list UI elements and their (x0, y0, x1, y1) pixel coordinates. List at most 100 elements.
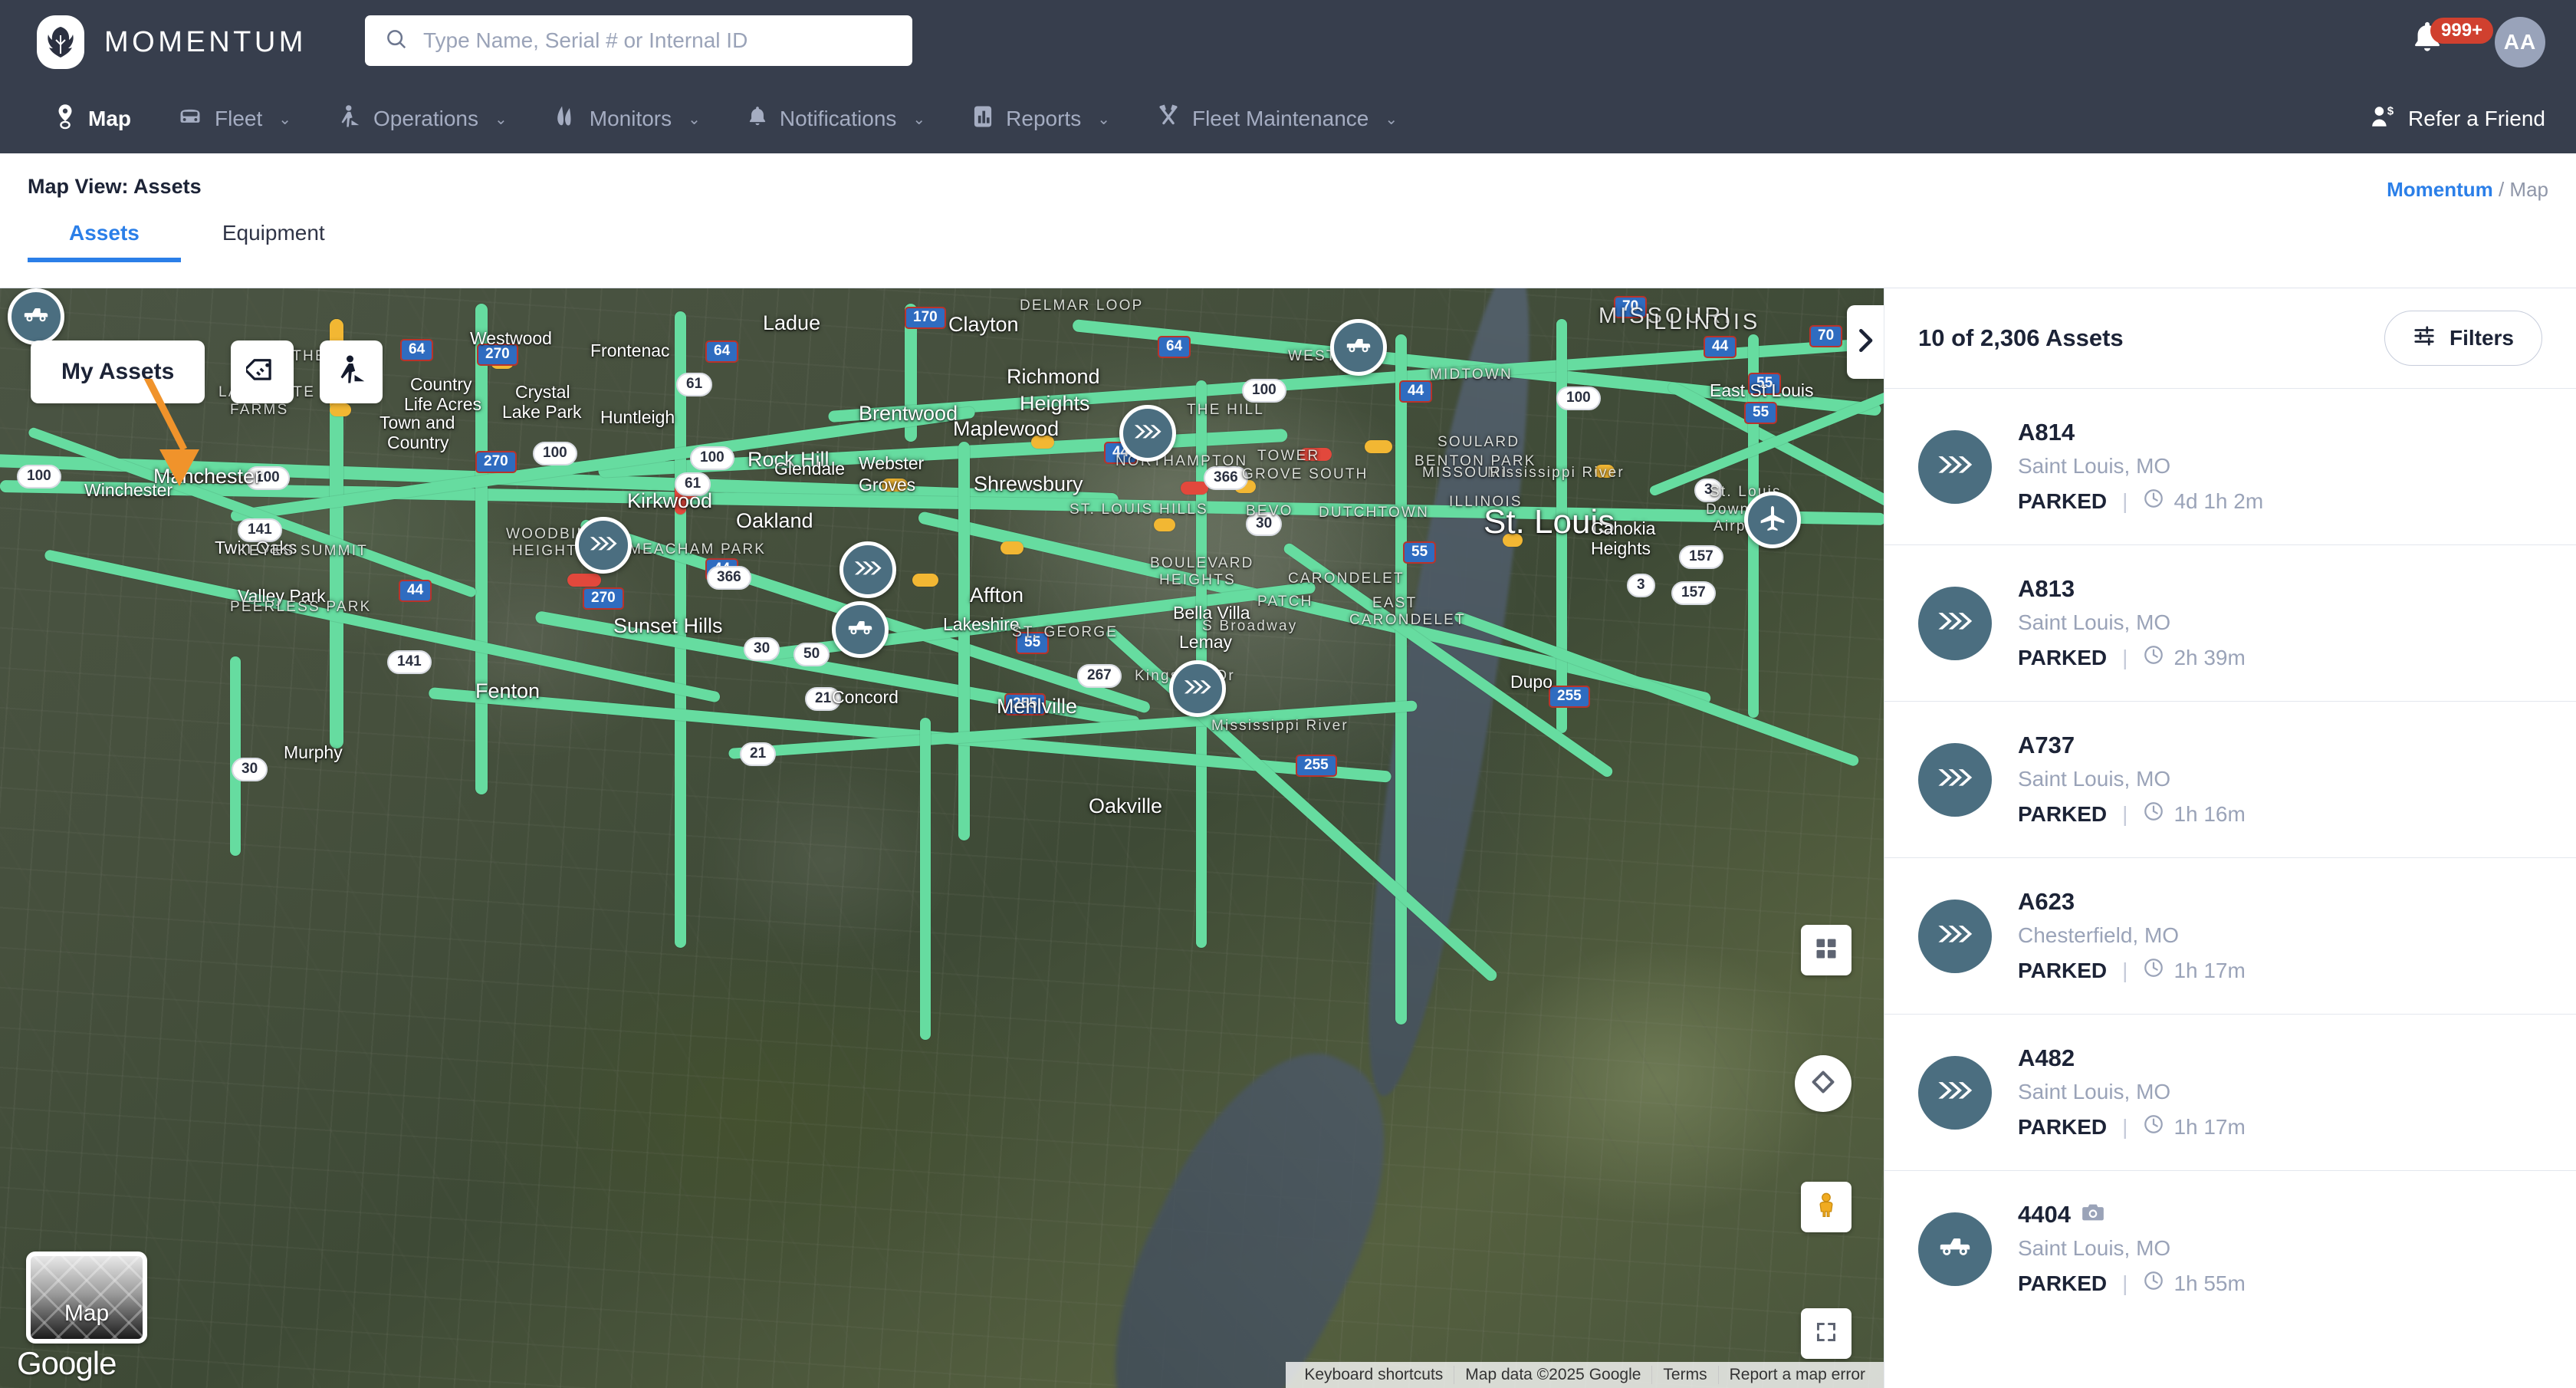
chevron-down-icon: ⌄ (912, 110, 926, 128)
nav-item-fleet[interactable]: Fleet ⌄ (154, 84, 314, 153)
traffic-congestion-segment (1001, 541, 1024, 554)
map-asset-marker[interactable] (1169, 660, 1226, 717)
map-asset-marker[interactable] (1744, 492, 1801, 548)
map-neighborhood-label: TOWER (1257, 448, 1320, 464)
status-badge: PARKED (2018, 488, 2108, 513)
status-badge: PARKED (2018, 1114, 2108, 1139)
clock-icon (2143, 1270, 2164, 1297)
asset-list-item[interactable]: A623 Chesterfield, MO PARKED | 1h 17m (1884, 857, 2576, 1014)
monitors-icon (554, 104, 578, 134)
map-place-label: Twin Oaks (215, 538, 297, 558)
map-layers-button[interactable] (1801, 925, 1852, 975)
nav-item-notifications[interactable]: Notifications ⌄ (724, 84, 948, 153)
momentum-bird-logo-icon (37, 15, 84, 69)
tag-button[interactable] (231, 340, 294, 403)
my-assets-button[interactable]: My Assets (31, 340, 205, 403)
search-input[interactable] (423, 28, 892, 53)
map-place-label: Richmond (1007, 365, 1100, 388)
map-place-label: Groves (859, 475, 916, 495)
route-shield: 270 (477, 344, 518, 366)
breadcrumb: Momentum / Map (2387, 178, 2548, 202)
map-neighborhood-label: DELMAR LOOP (1020, 298, 1144, 314)
traffic-congestion-segment (882, 479, 908, 492)
map-place-label: Maplewood (953, 417, 1060, 440)
triple-chevron-icon (1183, 678, 1212, 700)
asset-name: A482 (2018, 1044, 2075, 1071)
status-separator: | (2122, 645, 2128, 669)
triple-chevron-icon (1133, 423, 1162, 445)
asset-duration: 4d 1h 2m (2143, 488, 2263, 515)
status-badge: PARKED (2018, 1271, 2108, 1295)
breadcrumb-separator: / (2492, 178, 2510, 201)
nav-item-monitors[interactable]: Monitors ⌄ (531, 84, 724, 153)
avatar[interactable]: AA (2495, 17, 2545, 67)
road-worker-icon (335, 354, 367, 390)
map-asset-marker[interactable] (840, 541, 896, 598)
asset-list-item[interactable]: A814 Saint Louis, MO PARKED | 4d 1h 2m (1884, 388, 2576, 544)
map-place-label: Lakeshire (943, 614, 1020, 634)
brand-logo[interactable]: MOMENTUM (37, 15, 307, 69)
terms-link[interactable]: Terms (1651, 1366, 1717, 1384)
status-separator: | (2122, 488, 2128, 513)
clock-icon (2143, 1113, 2164, 1140)
map-place-label: Heights (1020, 392, 1090, 415)
pan-control[interactable] (1795, 1055, 1852, 1112)
filters-button[interactable]: Filters (2384, 311, 2542, 366)
tab-equipment[interactable]: Equipment (222, 221, 325, 245)
map-neighborhood-label: MIDTOWN (1430, 367, 1513, 383)
map-place-label: Cahokia (1591, 518, 1656, 538)
asset-duration: 1h 16m (2143, 801, 2246, 827)
asset-list-item[interactable]: A482 Saint Louis, MO PARKED | 1h 17m (1884, 1014, 2576, 1170)
keyboard-shortcuts-link[interactable]: Keyboard shortcuts (1304, 1366, 1444, 1383)
traffic-congestion-segment (1181, 482, 1208, 495)
map-neighborhood-label: ILLINOIS (1449, 494, 1523, 510)
asset-avatar (1918, 742, 1992, 817)
status-separator: | (2122, 801, 2128, 826)
map-neighborhood-label: Mississippi River (1211, 718, 1349, 734)
route-shield: 55 (1403, 541, 1437, 564)
asset-list-item[interactable]: 4404 Saint Louis, MO PARKED | 1h 55m (1884, 1170, 2576, 1327)
global-search[interactable] (365, 15, 912, 66)
map-asset-marker[interactable] (8, 288, 64, 345)
asset-status: PARKED | 1h 55m (2018, 1270, 2246, 1297)
traffic-congestion-segment (1154, 518, 1175, 531)
sidebar-collapse-button[interactable] (1847, 305, 1884, 379)
map-asset-marker[interactable] (1330, 319, 1387, 376)
nav-item-operations[interactable]: Operations ⌄ (314, 84, 531, 153)
fullscreen-button[interactable] (1801, 1308, 1852, 1359)
map-canvas[interactable]: 1707070642706464441416110044100555510010… (0, 288, 1884, 1388)
street-view-pegman[interactable] (1801, 1182, 1852, 1232)
asset-info: A623 Chesterfield, MO PARKED | 1h 17m (2018, 888, 2246, 984)
map-neighborhood-label: DUTCHTOWN (1319, 505, 1429, 521)
report-map-error-link[interactable]: Report a map error (1717, 1366, 1876, 1384)
map-asset-marker[interactable] (1119, 405, 1176, 462)
nav-label-reports: Reports (1006, 107, 1082, 130)
chevron-down-icon: ⌄ (688, 110, 701, 128)
nav-item-fleet-maintenance[interactable]: Fleet Maintenance ⌄ (1133, 84, 1421, 153)
nav-item-reports[interactable]: Reports ⌄ (948, 84, 1133, 153)
user-dollar-icon: $ (2370, 104, 2396, 133)
asset-list-item[interactable]: A813 Saint Louis, MO PARKED | 2h 39m (1884, 544, 2576, 701)
map-type-button[interactable]: Map (26, 1252, 147, 1344)
asset-location: Saint Louis, MO (2018, 610, 2171, 634)
notifications-button[interactable]: 999+ (2410, 18, 2494, 65)
refer-a-friend-button[interactable]: $ Refer a Friend (2370, 104, 2545, 133)
map-neighborhood-label: ST. LOUIS HILLS (1070, 502, 1208, 518)
map-place-label: Country (410, 374, 472, 394)
filters-label: Filters (2449, 326, 2514, 350)
pegman-icon (1815, 1192, 1838, 1222)
search-icon (385, 28, 408, 54)
nav-label-notifications: Notifications (779, 107, 897, 130)
map-place-label: Country (387, 433, 449, 452)
asset-duration: 1h 17m (2143, 957, 2246, 984)
breadcrumb-root[interactable]: Momentum (2387, 178, 2493, 201)
worksite-button[interactable] (320, 340, 383, 403)
nav-item-map[interactable]: Map (31, 84, 154, 153)
tab-assets[interactable]: Assets (28, 221, 181, 262)
map-asset-marker[interactable] (575, 517, 632, 574)
map-asset-marker[interactable] (832, 601, 889, 658)
asset-name: A813 (2018, 575, 2075, 602)
asset-avatar (1918, 899, 1992, 973)
route-shield: 100 (245, 466, 290, 490)
asset-list-item[interactable]: A737 Saint Louis, MO PARKED | 1h 16m (1884, 701, 2576, 857)
